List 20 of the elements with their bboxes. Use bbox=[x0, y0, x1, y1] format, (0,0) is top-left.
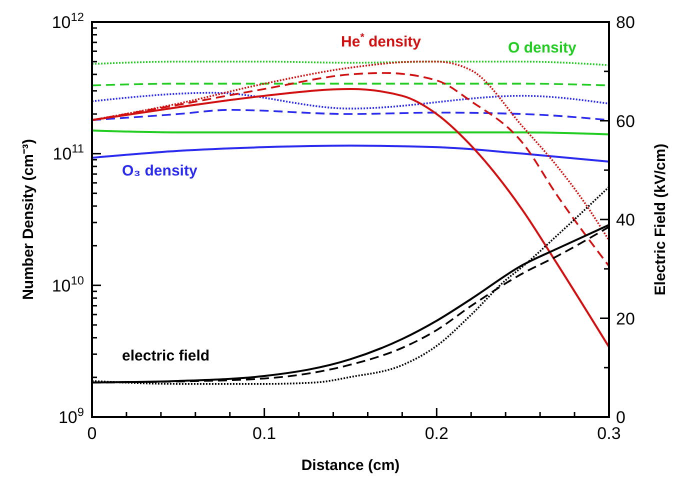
y-axis-title: Number Density (cm⁻³) bbox=[20, 139, 37, 300]
x-tick-label: 0.2 bbox=[424, 424, 448, 443]
y-tick-label: 10$^{9}$ bbox=[58, 405, 84, 427]
y2-tick-label: 80 bbox=[616, 13, 635, 32]
x-tick-label: 0.1 bbox=[252, 424, 276, 443]
y-tick-label: 10$^{11}$ bbox=[52, 142, 84, 164]
y-tick-label: 10$^{12}$ bbox=[52, 10, 84, 32]
text: He$^{*}$ density bbox=[341, 31, 422, 50]
y2-axis-title: Electric Field (kV/cm) bbox=[652, 144, 669, 296]
y2-tick-label: 20 bbox=[616, 309, 635, 328]
x-tick-label: 0.3 bbox=[597, 424, 621, 443]
x-axis-title: Distance (cm) bbox=[301, 457, 400, 474]
y2-tick-label: 60 bbox=[616, 112, 635, 131]
series-label: electric field bbox=[122, 347, 210, 364]
text: O density bbox=[508, 39, 578, 56]
y-tick-label: 10$^{10}$ bbox=[52, 273, 84, 296]
series-label: O₃ density bbox=[122, 162, 198, 180]
x-tick-label: 0 bbox=[87, 424, 97, 443]
y2-tick-label: 40 bbox=[616, 210, 635, 230]
y2-tick-label: 0 bbox=[616, 408, 626, 427]
